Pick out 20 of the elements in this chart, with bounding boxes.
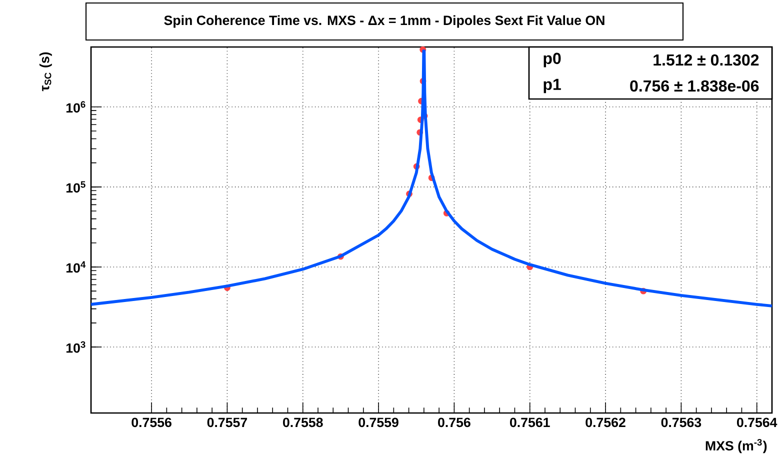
x-tick-label: 0.7561 [510,418,550,428]
annotation: p0 [544,52,561,68]
x-tick-label: 0.7564 [736,418,778,428]
chart-title: Spin Coherence Time vs. MXS - Δx = 1mm - Dipoles Sext Fit Value ON [164,15,604,28]
x-tick-label: 0.7559 [358,418,398,428]
x-axis-title: MXS (m$^{-3}$) [706,439,767,454]
x-tick-label: 0.756 [438,418,470,428]
y-axis-title: τ$_{SC}$ (s) [39,52,52,92]
annotation: 1.512 ± 0.1302 [654,54,759,66]
x-tick-label: 0.7557 [207,418,248,428]
x-tick-label: 0.7558 [283,418,323,428]
x-tick-label: 0.7556 [132,418,172,428]
y-tick-label: 10$^{4}$ [66,261,86,273]
x-tick-label: 0.7562 [586,418,626,428]
annotation: p1 [544,78,561,94]
y-tick-label: 10$^{3}$ [66,341,86,353]
annotation: 0.756 ± 1.838e-06 [630,80,759,92]
x-tick-label: 0.7563 [661,418,702,428]
y-tick-label: 10$^{5}$ [66,181,86,193]
y-tick-label: 10$^{6}$ [66,101,86,113]
